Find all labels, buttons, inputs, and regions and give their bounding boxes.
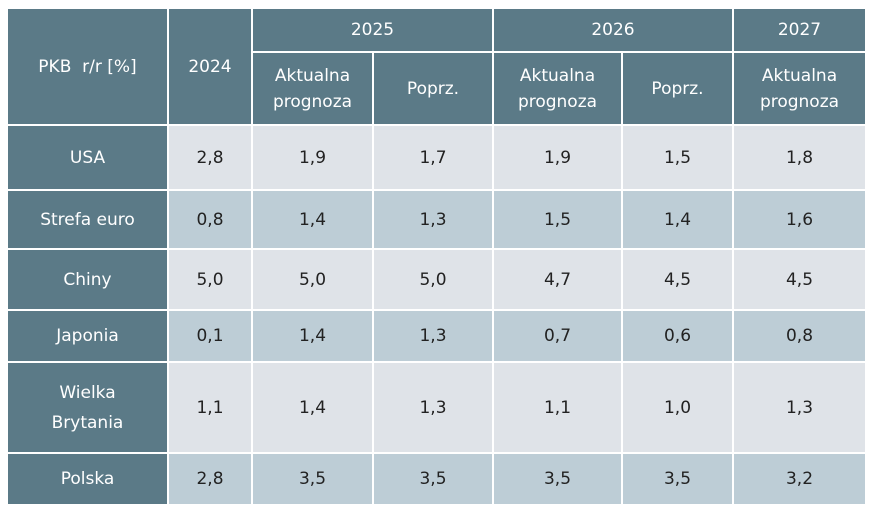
table-cell: 1,5	[494, 191, 621, 248]
row-label: Polska	[8, 454, 167, 504]
table-cell: 3,5	[623, 454, 732, 504]
table-cell: 1,4	[623, 191, 732, 248]
table-cell: 5,0	[253, 250, 372, 309]
header-2025-previous: Poprz.	[374, 53, 492, 124]
row-label: Strefa euro	[8, 191, 167, 248]
table-cell: 1,4	[253, 363, 372, 452]
table-cell: 3,5	[494, 454, 621, 504]
table-cell: 3,5	[374, 454, 492, 504]
header-2026-current: Aktualna prognoza	[494, 53, 621, 124]
table-row: Japonia 0,1 1,4 1,3 0,7 0,6 0,8	[8, 311, 865, 361]
table-cell: 1,1	[494, 363, 621, 452]
table-row: USA 2,8 1,9 1,7 1,9 1,5 1,8	[8, 126, 865, 189]
table-cell: 1,9	[494, 126, 621, 189]
table-row: Strefa euro 0,8 1,4 1,3 1,5 1,4 1,6	[8, 191, 865, 248]
header-2026-previous: Poprz.	[623, 53, 732, 124]
header-indicator: PKB r/r [%]	[8, 9, 167, 124]
table-cell: 3,5	[253, 454, 372, 504]
table-cell: 4,7	[494, 250, 621, 309]
header-2026: 2026	[494, 9, 732, 51]
table-row: Wielka Brytania 1,1 1,4 1,3 1,1 1,0 1,3	[8, 363, 865, 452]
header-2025: 2025	[253, 9, 492, 51]
table-cell: 1,3	[734, 363, 865, 452]
table-cell: 3,2	[734, 454, 865, 504]
row-label: Japonia	[8, 311, 167, 361]
table-cell: 0,8	[169, 191, 251, 248]
table-cell: 1,8	[734, 126, 865, 189]
table-cell: 1,3	[374, 363, 492, 452]
table-cell: 0,1	[169, 311, 251, 361]
table-cell: 2,8	[169, 454, 251, 504]
header-2025-current: Aktualna prognoza	[253, 53, 372, 124]
table-cell: 2,8	[169, 126, 251, 189]
gdp-forecast-table: PKB r/r [%] 2024 2025 2026 2027 Aktualna…	[6, 7, 867, 506]
header-2027: 2027	[734, 9, 865, 51]
table-cell: 1,9	[253, 126, 372, 189]
table-cell: 0,7	[494, 311, 621, 361]
table-cell: 1,4	[253, 311, 372, 361]
table-cell: 1,7	[374, 126, 492, 189]
table-cell: 1,3	[374, 191, 492, 248]
header-2027-current: Aktualna prognoza	[734, 53, 865, 124]
row-label: USA	[8, 126, 167, 189]
table-row: Chiny 5,0 5,0 5,0 4,7 4,5 4,5	[8, 250, 865, 309]
table-row: Polska 2,8 3,5 3,5 3,5 3,5 3,2	[8, 454, 865, 504]
table-cell: 5,0	[374, 250, 492, 309]
row-label: Chiny	[8, 250, 167, 309]
table-cell: 1,1	[169, 363, 251, 452]
table-cell: 1,5	[623, 126, 732, 189]
table-cell: 0,6	[623, 311, 732, 361]
table-cell: 0,8	[734, 311, 865, 361]
table-cell: 5,0	[169, 250, 251, 309]
table-cell: 1,3	[374, 311, 492, 361]
table-cell: 4,5	[734, 250, 865, 309]
header-2024: 2024	[169, 9, 251, 124]
table-cell: 1,0	[623, 363, 732, 452]
table-cell: 1,4	[253, 191, 372, 248]
table-cell: 1,6	[734, 191, 865, 248]
table-cell: 4,5	[623, 250, 732, 309]
row-label: Wielka Brytania	[8, 363, 167, 452]
